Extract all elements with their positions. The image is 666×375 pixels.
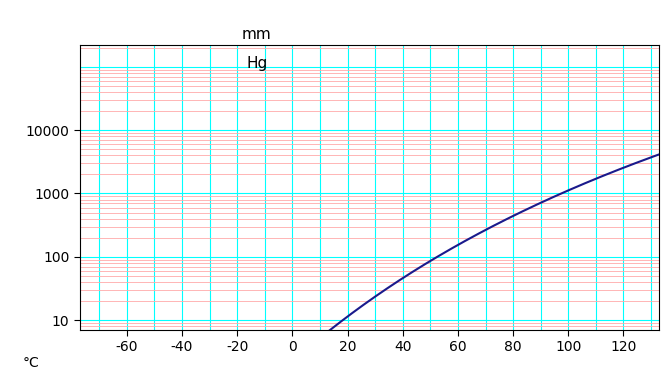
Text: mm: mm xyxy=(242,27,272,42)
Text: Hg: Hg xyxy=(246,56,267,70)
Text: °C: °C xyxy=(665,356,666,370)
Text: °C: °C xyxy=(22,356,39,370)
